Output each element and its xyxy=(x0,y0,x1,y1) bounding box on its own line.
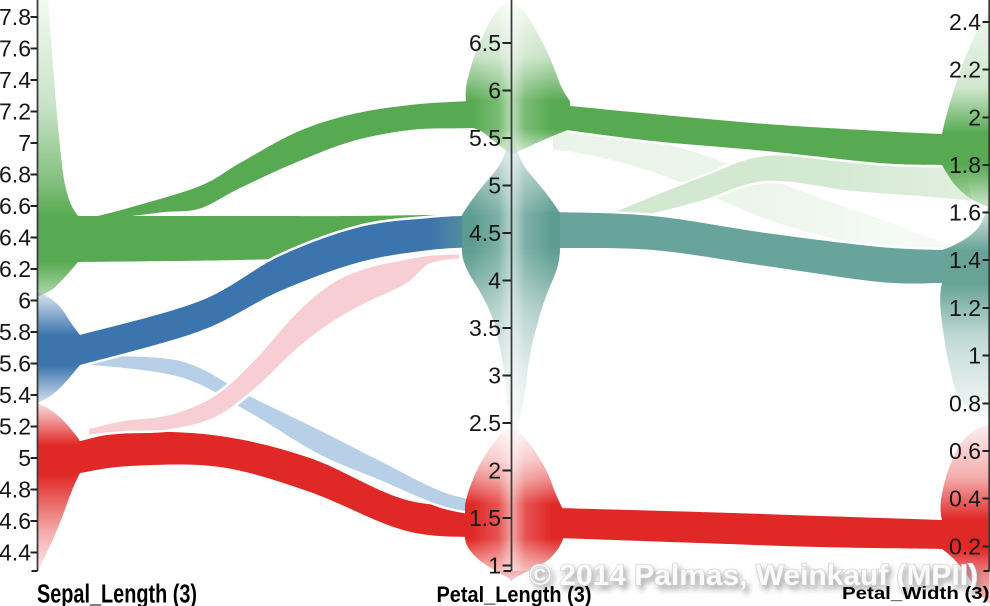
svg-text:1.6: 1.6 xyxy=(949,200,981,226)
svg-text:6.8: 6.8 xyxy=(0,162,31,188)
svg-text:7.6: 7.6 xyxy=(0,36,31,62)
svg-text:© 2014 Palmas, Weinkauf (MPII): © 2014 Palmas, Weinkauf (MPII) xyxy=(529,559,978,592)
svg-text:1.4: 1.4 xyxy=(949,247,981,273)
svg-text:0.6: 0.6 xyxy=(949,438,981,464)
svg-text:0.8: 0.8 xyxy=(949,391,981,417)
svg-text:5.6: 5.6 xyxy=(0,351,31,377)
svg-text:4.5: 4.5 xyxy=(469,220,501,246)
svg-text:1: 1 xyxy=(488,553,501,579)
svg-text:5.2: 5.2 xyxy=(0,414,31,440)
svg-text:4.4: 4.4 xyxy=(0,540,31,566)
svg-text:5: 5 xyxy=(18,445,31,471)
svg-text:6.4: 6.4 xyxy=(0,225,31,251)
svg-text:1.8: 1.8 xyxy=(949,152,981,178)
svg-text:3.5: 3.5 xyxy=(469,315,501,341)
svg-text:0.4: 0.4 xyxy=(949,486,981,512)
svg-text:2.5: 2.5 xyxy=(469,410,501,436)
svg-text:6.5: 6.5 xyxy=(469,30,501,56)
svg-text:5.5: 5.5 xyxy=(469,125,501,151)
svg-text:1: 1 xyxy=(968,343,981,369)
svg-text:1.2: 1.2 xyxy=(949,295,981,321)
svg-text:7.8: 7.8 xyxy=(0,4,31,30)
svg-text:6: 6 xyxy=(488,78,501,104)
svg-text:2.2: 2.2 xyxy=(949,57,981,83)
svg-text:1.5: 1.5 xyxy=(469,505,501,531)
svg-text:5.4: 5.4 xyxy=(0,382,31,408)
svg-text:2.4: 2.4 xyxy=(949,9,981,35)
svg-text:Petal_Length (3): Petal_Length (3) xyxy=(437,582,592,606)
svg-text:2: 2 xyxy=(968,105,981,131)
svg-text:6: 6 xyxy=(18,288,31,314)
svg-text:2: 2 xyxy=(488,458,501,484)
svg-text:6.2: 6.2 xyxy=(0,256,31,282)
svg-text:6.6: 6.6 xyxy=(0,193,31,219)
svg-text:7: 7 xyxy=(18,130,31,156)
svg-text:Sepal_Length (3): Sepal_Length (3) xyxy=(37,581,197,606)
svg-text:7.4: 7.4 xyxy=(0,67,31,93)
svg-text:4.8: 4.8 xyxy=(0,477,31,503)
svg-text:7.2: 7.2 xyxy=(0,99,31,125)
svg-text:4: 4 xyxy=(488,268,501,294)
svg-text:4.6: 4.6 xyxy=(0,508,31,534)
svg-text:Petal_Width (3): Petal_Width (3) xyxy=(842,583,990,603)
svg-text:0.2: 0.2 xyxy=(949,534,981,560)
svg-text:5: 5 xyxy=(488,173,501,199)
svg-text:3: 3 xyxy=(488,363,501,389)
svg-text:5.8: 5.8 xyxy=(0,319,31,345)
